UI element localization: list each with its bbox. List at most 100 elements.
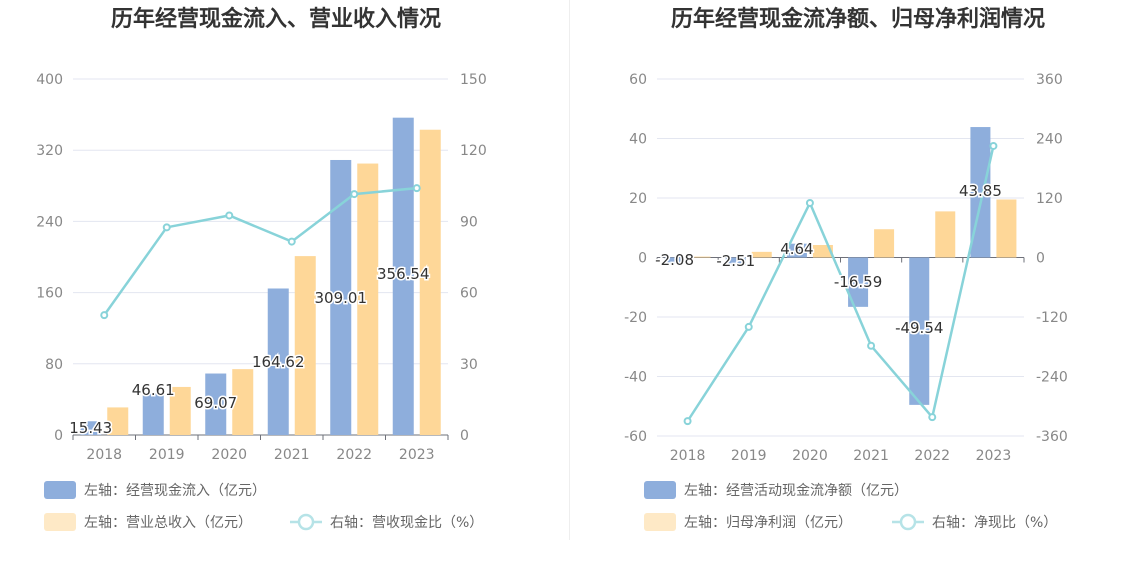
- ratio-point: [989, 141, 998, 150]
- bar-secondary: [996, 199, 1017, 258]
- x-tick-label: 2023: [976, 448, 1012, 464]
- y-left-tick-label: 0: [54, 428, 63, 444]
- legend-swatch-primary: [44, 481, 76, 499]
- ratio-point: [225, 211, 234, 220]
- y-left-tick-label: -20: [624, 310, 647, 326]
- y-left-tick-label: 20: [629, 191, 647, 207]
- bar-primary: [80, 421, 102, 435]
- y-left-tick-label: 80: [45, 357, 63, 373]
- y-right-tick-label: 0: [1036, 251, 1045, 267]
- y-right-tick-label: 150: [460, 72, 487, 88]
- data-label: -16.59: [834, 273, 882, 291]
- bar-secondary: [751, 251, 772, 258]
- data-label: -2.51: [716, 252, 755, 270]
- bar-primary: [664, 257, 685, 264]
- y-left-tick-label: 40: [629, 132, 647, 148]
- y-left-tick-label: 320: [36, 143, 63, 159]
- x-tick-label: 2023: [399, 447, 435, 463]
- legend-label: 左轴：归母净利润（亿元）: [684, 514, 852, 531]
- data-label: 309.01: [315, 289, 368, 307]
- ratio-point: [683, 417, 692, 426]
- legend-label: 左轴：经营现金流入（亿元）: [84, 483, 266, 499]
- ratio-point: [744, 322, 753, 331]
- bar-secondary: [294, 256, 316, 435]
- y-right-tick-label: 240: [1036, 132, 1063, 148]
- chart-1-svg: 历年经营现金流入、营业收入情况 0 80 160 240 320 400 0 30 60 90 12…: [36, 6, 487, 531]
- y-left-tick-label: 60: [629, 72, 647, 88]
- legend-line-marker: [297, 513, 315, 531]
- x-tick-label: 2020: [211, 447, 247, 463]
- data-label: 356.54: [377, 265, 430, 283]
- y-right-tick-label: 120: [460, 143, 487, 159]
- ratio-point: [350, 190, 359, 199]
- y-left-tick-label: -40: [624, 370, 647, 386]
- y-right-tick-label: 360: [1036, 72, 1063, 88]
- bar-primary: [909, 257, 930, 405]
- data-label: -49.54: [895, 319, 943, 337]
- bar-primary: [786, 243, 807, 258]
- y-right-tick-label: -120: [1036, 310, 1068, 326]
- ratio-point: [867, 341, 876, 350]
- bar-secondary: [935, 211, 956, 258]
- legend-label: 右轴：营收现金比（%）: [330, 515, 483, 531]
- legend-label: 左轴：营业总收入（亿元）: [84, 515, 252, 531]
- bar-secondary: [690, 256, 711, 258]
- y-left-tick-label: 160: [36, 286, 63, 302]
- x-tick-label: 2021: [853, 448, 889, 464]
- x-tick-label: 2022: [914, 448, 950, 464]
- legend-swatch-secondary: [44, 513, 76, 531]
- x-tick-label: 2018: [86, 447, 122, 463]
- bar-secondary: [874, 229, 895, 258]
- ratio-point: [928, 413, 937, 422]
- chart-2-svg: 历年经营现金流净额、归母净利润情况 -60 -40 -20 0 20 40 60 -360 -2…: [624, 6, 1068, 531]
- bar-primary: [848, 257, 869, 307]
- y-right-tick-label: 120: [1036, 191, 1063, 207]
- x-tick-label: 2021: [274, 447, 310, 463]
- data-label: 15.43: [69, 419, 112, 437]
- x-tick-label: 2020: [792, 448, 828, 464]
- x-tick-label: 2022: [336, 447, 372, 463]
- legend-swatch-secondary: [644, 513, 676, 531]
- bar-secondary: [357, 163, 379, 436]
- data-label: 43.85: [959, 182, 1002, 200]
- y-right-tick-label: -360: [1036, 429, 1068, 445]
- bar-secondary: [232, 369, 254, 435]
- y-left-tick-label: 240: [36, 214, 63, 230]
- legend-swatch-primary: [644, 481, 676, 499]
- cash-inflow-revenue-chart: 历年经营现金流入、营业收入情况 0 80 160 240 320 400 0 30 60 90 12…: [36, 6, 487, 531]
- ratio-point: [805, 198, 814, 207]
- legend-label: 左轴：经营活动现金流净额（亿元）: [684, 483, 908, 499]
- ratio-line: [103, 186, 417, 316]
- data-label: -2.08: [655, 251, 694, 269]
- bar-primary: [142, 393, 164, 435]
- bar-primary: [330, 159, 352, 436]
- y-right-tick-label: 0: [460, 428, 469, 444]
- data-label: 46.61: [132, 381, 175, 399]
- chart-title: 历年经营现金流净额、归母净利润情况: [671, 6, 1045, 32]
- y-left-tick-label: 400: [36, 72, 63, 88]
- bar-primary: [205, 373, 227, 435]
- bar-secondary: [169, 386, 191, 435]
- bar-secondary: [107, 407, 129, 435]
- panel-divider: [569, 0, 570, 540]
- x-tick-label: 2019: [731, 448, 767, 464]
- bar-primary: [267, 288, 289, 435]
- ratio-point: [412, 184, 421, 193]
- bar-secondary: [419, 129, 441, 436]
- y-left-tick-label: -60: [624, 429, 647, 445]
- chart-title: 历年经营现金流入、营业收入情况: [111, 6, 441, 32]
- ratio-point: [162, 223, 171, 232]
- net-cashflow-profit-chart: 历年经营现金流净额、归母净利润情况 -60 -40 -20 0 20 40 60 -360 -2…: [567, 0, 1134, 582]
- y-right-tick-label: 30: [460, 357, 478, 373]
- bar-primary: [392, 117, 414, 436]
- legend-line-marker: [899, 513, 917, 531]
- legend-label: 右轴：净现比（%）: [932, 515, 1057, 531]
- bar-primary: [725, 257, 746, 265]
- data-label: 164.62: [252, 353, 305, 371]
- y-right-tick-label: 90: [460, 214, 478, 230]
- x-tick-label: 2018: [670, 448, 706, 464]
- y-right-tick-label: -240: [1036, 370, 1068, 386]
- ratio-line: [686, 145, 995, 422]
- y-left-tick-label: 0: [638, 251, 647, 267]
- ratio-point: [100, 311, 109, 320]
